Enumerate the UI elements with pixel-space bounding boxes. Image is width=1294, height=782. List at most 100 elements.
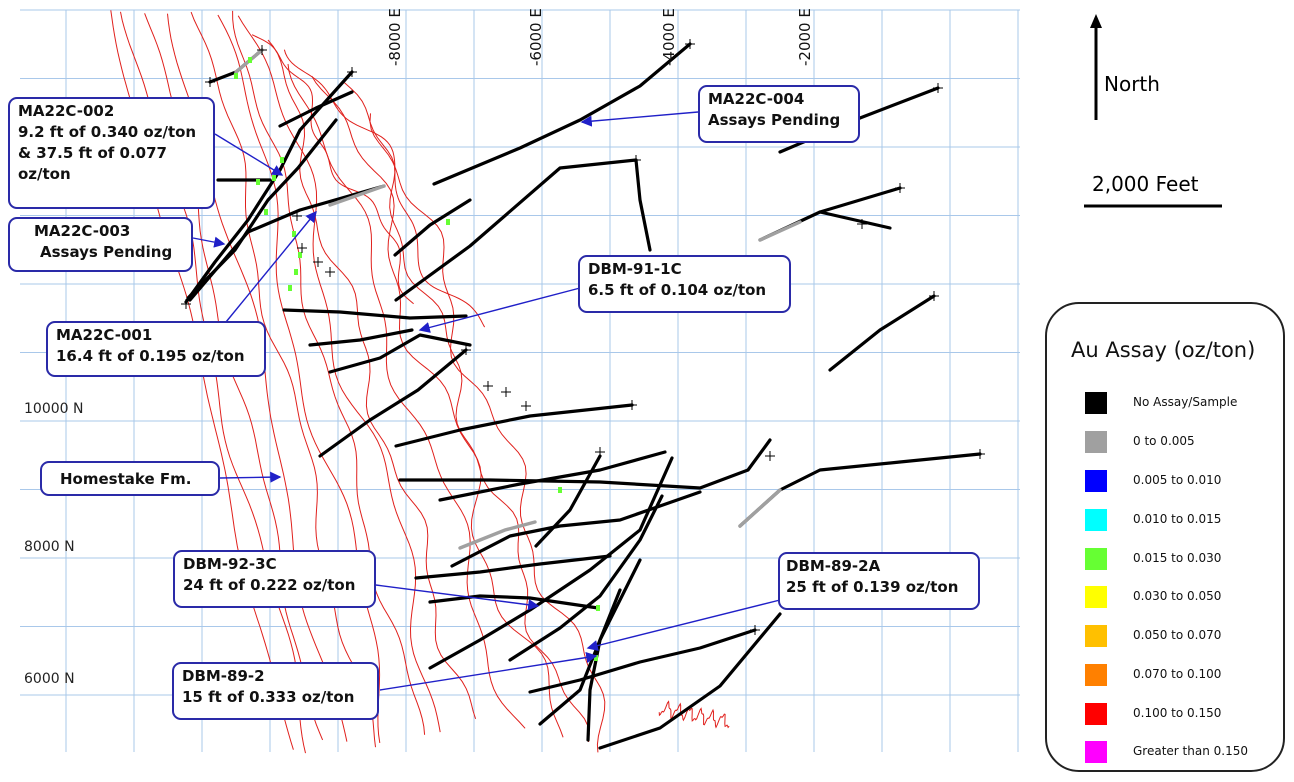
northing-label: 8000 N xyxy=(24,539,75,555)
drillhole-trace xyxy=(393,198,472,257)
callout-ma22c-002: MA22C-002 9.2 ft of 0.340 oz/ton & 37.5 … xyxy=(8,97,215,209)
callout-text: 16.4 ft of 0.195 oz/ton xyxy=(56,347,245,365)
leader-line xyxy=(375,584,540,611)
legend-swatch xyxy=(1085,548,1107,570)
drillhole-trace xyxy=(398,438,772,490)
drillhole-trace xyxy=(282,308,468,320)
scale-bar xyxy=(1084,204,1222,208)
legend-label: 0.005 to 0.010 xyxy=(1133,473,1222,487)
drillhole-trace xyxy=(432,42,692,186)
legend-label: 0.030 to 0.050 xyxy=(1133,589,1222,603)
legend-swatch xyxy=(1085,470,1107,492)
legend-label: No Assay/Sample xyxy=(1133,395,1238,409)
legend-swatch xyxy=(1085,741,1107,763)
assay-interval xyxy=(458,520,537,550)
leader-line xyxy=(192,236,226,248)
callout-dbm-92-3c: DBM-92-3C 24 ft of 0.222 oz/ton xyxy=(173,550,376,608)
legend-swatch xyxy=(1085,664,1107,686)
northing-label: 10000 N xyxy=(24,401,84,417)
legend-label: 0.100 to 0.150 xyxy=(1133,706,1222,720)
formation-contour xyxy=(232,10,426,735)
leader-line xyxy=(219,471,282,483)
drillhole-trace xyxy=(428,456,674,670)
assay-interval xyxy=(272,175,276,181)
callout-text: 15 ft of 0.333 oz/ton xyxy=(182,688,355,706)
assay-interval xyxy=(738,488,782,528)
formation-contour xyxy=(237,15,441,733)
drillhole-trace xyxy=(598,612,782,750)
callout-text: Assays Pending xyxy=(708,111,841,129)
northing-label: 6000 N xyxy=(24,671,75,687)
legend-label: 0.010 to 0.015 xyxy=(1133,512,1222,526)
assay-interval xyxy=(248,57,252,63)
leader-line xyxy=(225,210,317,323)
formation-contour xyxy=(190,11,376,748)
leader-line xyxy=(214,133,284,176)
drillhole-trace xyxy=(528,628,757,694)
legend-swatch xyxy=(1085,509,1107,531)
drillhole-trace xyxy=(328,333,472,374)
legend-label: 0.015 to 0.030 xyxy=(1133,551,1222,565)
assay-interval xyxy=(264,209,268,215)
assay-legend: Au Assay (oz/ton) No Assay/Sample 0 to 0.… xyxy=(1045,302,1285,772)
callout-text: 24 ft of 0.222 oz/ton xyxy=(183,576,356,594)
legend-swatch xyxy=(1085,586,1107,608)
leader-line xyxy=(586,599,781,652)
assay-interval xyxy=(558,487,562,493)
drillhole-trace xyxy=(278,90,354,128)
assay-interval xyxy=(292,231,296,237)
callout-dbm-91-1c: DBM-91-1C 6.5 ft of 0.104 oz/ton xyxy=(578,255,791,313)
legend-swatch xyxy=(1085,392,1107,414)
drillhole-trace xyxy=(308,328,414,347)
easting-label: -8000 E xyxy=(386,8,404,66)
drillhole-traces xyxy=(181,39,985,750)
drillhole-trace xyxy=(538,588,622,726)
formation-contour xyxy=(267,39,477,720)
easting-label: -6000 E xyxy=(527,8,545,66)
drillhole-trace xyxy=(450,490,702,568)
callout-text: 25 ft of 0.139 oz/ton xyxy=(786,578,959,596)
callout-text: 6.5 ft of 0.104 oz/ton xyxy=(588,281,767,299)
drillhole-trace xyxy=(586,558,642,742)
legend-label: Greater than 0.150 xyxy=(1133,744,1248,758)
assay-interval xyxy=(288,285,292,291)
formation-contour xyxy=(287,63,526,729)
callout-ma22c-003: MA22C-003 Assays Pending xyxy=(8,217,193,272)
easting-label: -2000 E xyxy=(796,8,814,66)
assay-interval xyxy=(596,605,600,611)
formation-contour xyxy=(283,49,486,328)
legend-swatch xyxy=(1085,703,1107,725)
drillhole-trace xyxy=(428,594,600,610)
drillhole-trace xyxy=(438,450,667,502)
assay-interval xyxy=(758,220,802,242)
formation-contour xyxy=(217,14,381,743)
callout-text: & 37.5 ft of 0.077 xyxy=(18,144,167,162)
legend-item: 0.050 to 0.070 xyxy=(1077,625,1277,649)
callout-text: Assays Pending xyxy=(40,243,173,261)
callout-title: DBM-89-2 xyxy=(182,667,265,685)
legend-item: 0.015 to 0.030 xyxy=(1077,548,1277,572)
assay-interval xyxy=(328,184,386,207)
drillhole-trace xyxy=(818,210,892,230)
drillhole-trace xyxy=(534,454,602,548)
leader-line xyxy=(580,111,699,127)
legend-item: 0 to 0.005 xyxy=(1077,431,1277,455)
drillhole-trace xyxy=(414,554,612,580)
assay-interval xyxy=(280,157,284,163)
drillhole-trace xyxy=(828,294,936,372)
legend-swatch xyxy=(1085,431,1107,453)
callout-title: MA22C-002 xyxy=(18,102,115,120)
callout-ma22c-001: MA22C-001 16.4 ft of 0.195 oz/ton xyxy=(46,321,266,377)
drillhole-trace xyxy=(394,158,652,302)
callout-ma22c-004: MA22C-004 Assays Pending xyxy=(698,85,860,143)
legend-label: 0.050 to 0.070 xyxy=(1133,628,1222,642)
formation-contour xyxy=(658,700,730,729)
legend-item: Greater than 0.150 xyxy=(1077,741,1277,765)
north-arrow-icon xyxy=(1090,14,1102,120)
callout-title: DBM-92-3C xyxy=(183,555,277,573)
assay-interval xyxy=(256,179,260,185)
callout-title: MA22C-004 xyxy=(708,90,805,108)
leader-line xyxy=(379,651,598,691)
formation-contour xyxy=(344,82,590,743)
legend-label: 0.070 to 0.100 xyxy=(1133,667,1222,681)
